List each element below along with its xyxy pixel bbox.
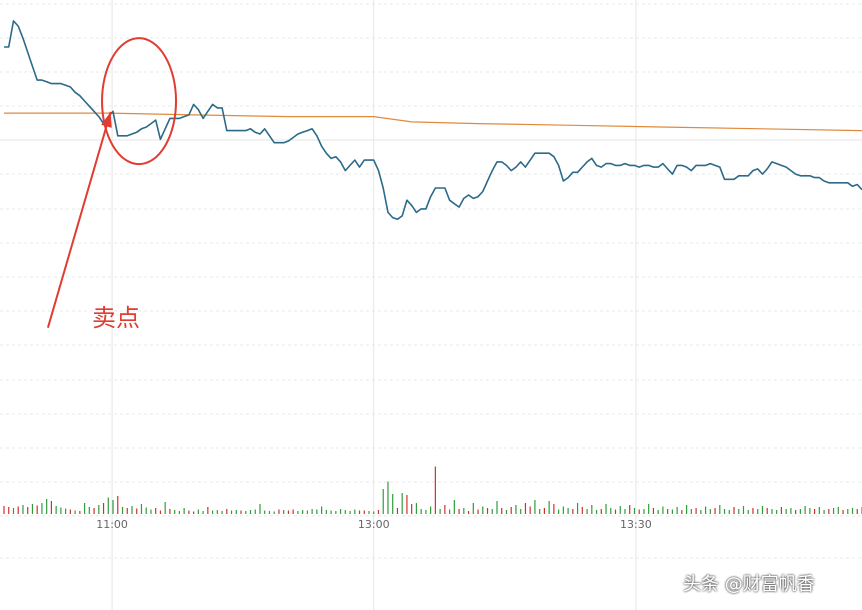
x-axis-ticks: 11:00 13:00 13:30 [96, 518, 652, 531]
sell-point-label: 卖点 [92, 304, 140, 332]
x-tick-label: 11:00 [96, 518, 128, 531]
sell-point-circle [101, 37, 178, 166]
volume-bars [3, 466, 862, 514]
arrow-head [101, 111, 112, 128]
annotations [46, 37, 178, 328]
average-line [4, 112, 862, 132]
arrow-shaft [46, 111, 112, 328]
x-tick-label: 13:30 [620, 518, 652, 531]
x-tick-label: 13:00 [358, 518, 390, 531]
price-line [4, 20, 862, 221]
price-series [4, 20, 862, 221]
watermark: 头条 @财富帆香 [683, 574, 815, 595]
